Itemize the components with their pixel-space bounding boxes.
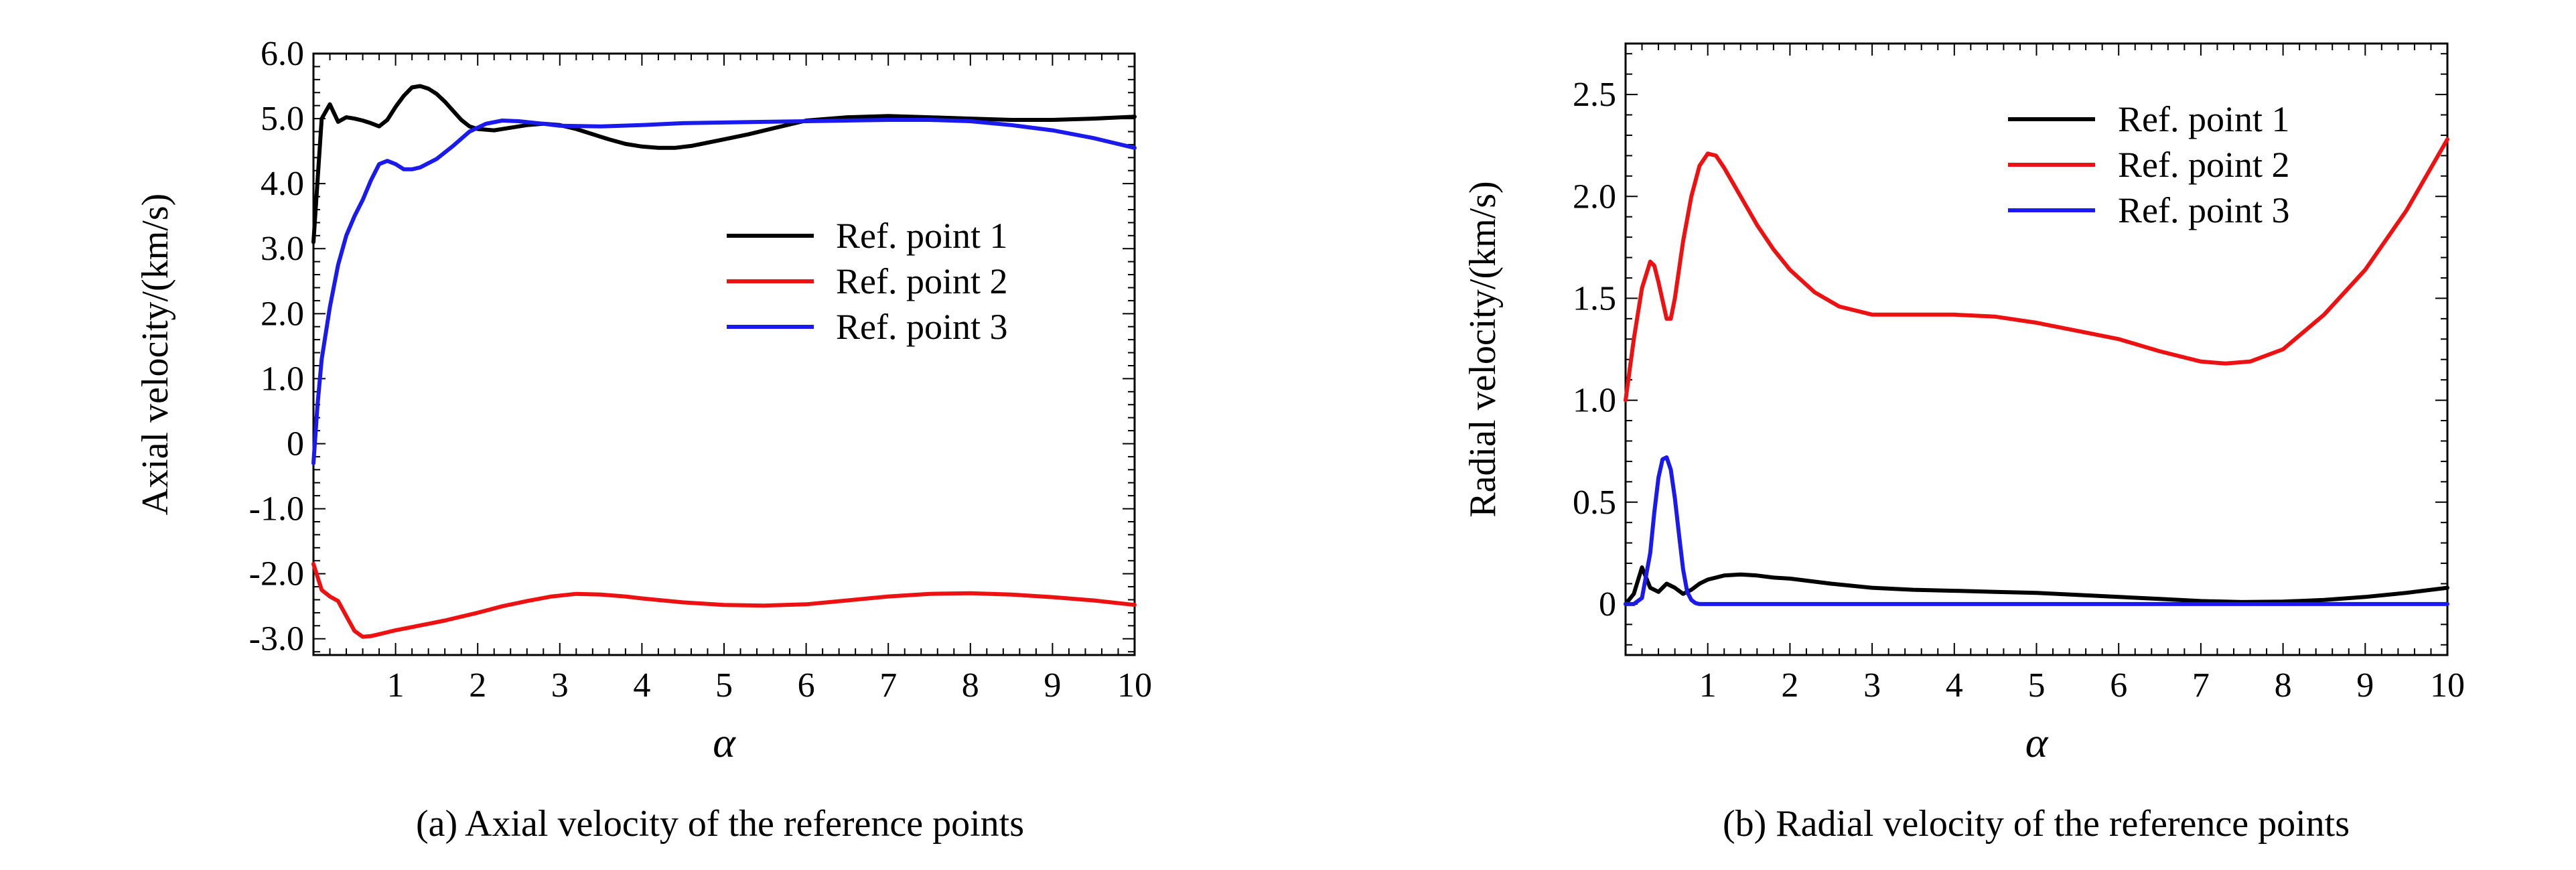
x-tick-label: 9 [2356,666,2374,705]
x-tick-label: 1 [387,666,405,705]
x-axis-label-radial: α [2025,719,2049,766]
x-tick-label: 5 [2028,666,2046,705]
x-tick-label: 1 [1699,666,1717,705]
x-tick-label: 2 [469,666,486,705]
y-tick-label: 2.0 [261,295,304,333]
chart-panel-radial: 1 2 3 4 5 6 7 8 9 10 0 0.5 1.0 1.5 2.0 2.5 Radial veloc… [1462,42,2465,845]
x-tick-label: 8 [2275,666,2292,705]
chart-panel-axial: 1 2 3 4 5 6 7 8 9 10 -3.0 -2.0 -1.0 0 1.0 2.0 3.0 4.0 5.0 6… [135,35,1152,845]
x-tick-label: 4 [1946,666,1963,705]
x-tick-label: 4 [633,666,650,705]
y-tick-label: 4.0 [261,165,304,203]
y-axis-label-axial: Axial velocity/(km/s) [135,194,176,516]
series-line-ref-point-1 [311,84,1137,244]
tick-marks-axial [313,53,1135,655]
y-tick-label: 5.0 [261,100,304,138]
y-tick-label: 1.5 [1573,279,1616,317]
x-axis-label-axial: α [713,719,736,766]
x-tick-label: 8 [962,666,979,705]
y-tick-label: -3.0 [249,620,304,658]
y-axis-label-radial: Radial velocity/(km/s) [1462,181,1504,517]
series-line-ref-point-2 [311,562,1137,639]
legend-label-ref-point-1: Ref. point 1 [836,216,1007,256]
x-tick-label: 3 [551,666,569,705]
legend-label-ref-point-2: Ref. point 2 [2118,145,2289,185]
x-tick-label: 7 [879,666,897,705]
series-line-ref-point-2 [1624,137,2449,403]
series-line-ref-point-1 [1624,565,2449,606]
tick-marks-radial [1625,44,2448,655]
series-line-ref-point-3 [1624,455,2449,606]
y-tick-label: 0 [1599,585,1616,624]
tick-labels-radial: 1 2 3 4 5 6 7 8 9 10 0 0.5 1.0 1.5 2.0 2.5 [1573,76,2465,705]
caption-radial: (b) Radial velocity of the reference poi… [1723,803,2350,845]
series-line-ref-point-3 [311,118,1137,465]
legend-label-ref-point-3: Ref. point 3 [836,307,1007,347]
legend-label-ref-point-2: Ref. point 2 [836,261,1007,301]
y-tick-label: 2.5 [1573,76,1616,114]
legend-label-ref-point-1: Ref. point 1 [2118,99,2289,139]
x-tick-label: 7 [2192,666,2210,705]
y-tick-label: 6.0 [261,35,304,73]
y-tick-label: -2.0 [249,555,304,593]
x-tick-label: 6 [2110,666,2127,705]
series-lines-radial [1624,137,2449,606]
x-tick-label: 3 [1863,666,1881,705]
x-tick-label: 9 [1044,666,1061,705]
x-tick-label: 10 [2430,666,2465,705]
plot-frame-axial [312,52,1136,656]
y-tick-label: 1.0 [261,360,304,398]
y-tick-label: 1.0 [1573,382,1616,420]
y-tick-label: -1.0 [249,490,304,528]
tick-labels-axial: 1 2 3 4 5 6 7 8 9 10 -3.0 -2.0 -1.0 0 1.0 2.0 3.0 4.0 5.0 6… [249,35,1152,705]
plot-frame-radial [1624,42,2449,656]
x-tick-label: 10 [1117,666,1152,705]
y-tick-label: 2.0 [1573,177,1616,216]
y-tick-label: 0.5 [1573,484,1616,522]
legend-label-ref-point-3: Ref. point 3 [2118,190,2289,230]
x-tick-label: 5 [715,666,733,705]
caption-axial: (a) Axial velocity of the reference poin… [416,803,1024,845]
series-lines-axial [311,84,1137,639]
y-tick-label: 0 [287,425,304,463]
y-tick-label: 3.0 [261,230,304,268]
legend-radial: Ref. point 1 Ref. point 2 Ref. point 3 [2008,99,2289,230]
x-tick-label: 6 [798,666,815,705]
legend-axial: Ref. point 1 Ref. point 2 Ref. point 3 [727,216,1007,347]
x-tick-label: 2 [1781,666,1798,705]
